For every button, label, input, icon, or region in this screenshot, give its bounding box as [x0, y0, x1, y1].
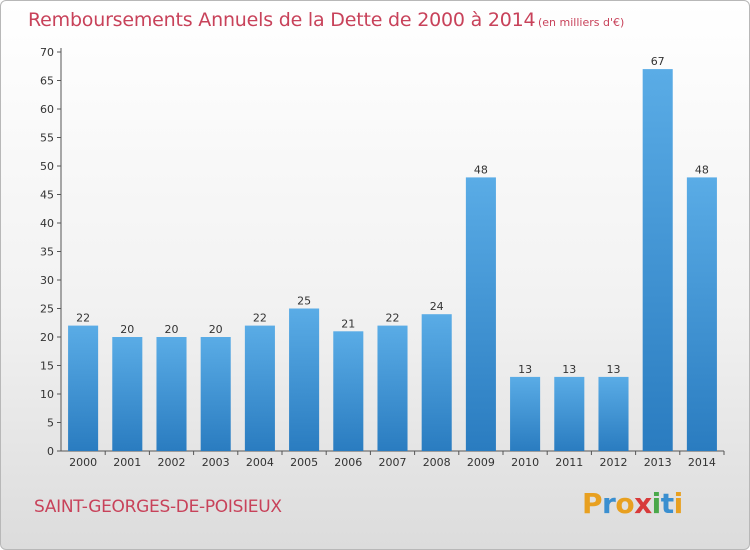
bar — [510, 376, 541, 451]
bar-value-label: 20 — [209, 323, 223, 336]
x-tick-label: 2010 — [511, 456, 539, 469]
bar — [244, 325, 275, 451]
logo-letter: P — [582, 487, 603, 520]
y-tick-label: 30 — [40, 274, 54, 287]
bar — [156, 337, 187, 451]
bar — [686, 177, 717, 451]
y-tick-label: 35 — [40, 246, 54, 259]
bar-value-label: 24 — [430, 300, 444, 313]
logo-letter: r — [602, 487, 616, 520]
y-tick-label: 10 — [40, 388, 54, 401]
y-tick-label: 50 — [40, 160, 54, 173]
logo-letter: o — [615, 487, 635, 520]
logo-letter: i — [651, 487, 662, 520]
x-tick-label: 2000 — [69, 456, 97, 469]
bar — [554, 376, 585, 451]
bar-value-label: 25 — [297, 295, 311, 308]
chart-labels: 22 2000 20 2001 20 2002 20 2003 22 2004 25 2005 21 20… — [69, 55, 716, 469]
chart-subtitle: (en milliers d'€) — [538, 16, 625, 29]
y-tick-label: 20 — [40, 331, 54, 344]
y-tick-label: 45 — [40, 189, 54, 202]
town-name: SAINT-GEORGES-DE-POISIEUX — [34, 497, 282, 517]
bar — [333, 331, 364, 451]
bar — [465, 177, 496, 451]
bar-value-label: 13 — [562, 363, 576, 376]
bar-value-label: 48 — [474, 163, 488, 176]
bar-value-label: 67 — [651, 55, 665, 68]
x-tick-label: 2006 — [334, 456, 362, 469]
bar-value-label: 20 — [120, 323, 134, 336]
proxiti-logo: Proxiti — [582, 487, 683, 520]
bar-value-label: 21 — [341, 317, 355, 330]
x-tick-label: 2009 — [467, 456, 495, 469]
x-tick-label: 2003 — [202, 456, 230, 469]
x-tick-label: 2011 — [555, 456, 583, 469]
x-tick-label: 2008 — [423, 456, 451, 469]
bar-value-label: 22 — [253, 312, 267, 325]
x-tick-label: 2013 — [644, 456, 672, 469]
y-tick-label: 0 — [47, 445, 54, 458]
logo-letter: i — [673, 487, 684, 520]
y-tick-label: 40 — [40, 217, 54, 230]
x-tick-label: 2004 — [246, 456, 274, 469]
bar — [289, 308, 320, 451]
x-tick-label: 2014 — [688, 456, 716, 469]
bar-value-label: 13 — [607, 363, 621, 376]
x-tick-label: 2002 — [158, 456, 186, 469]
logo-letter: x — [634, 487, 652, 520]
chart-bars — [68, 69, 717, 451]
bar-value-label: 13 — [518, 363, 532, 376]
y-tick-label: 15 — [40, 360, 54, 373]
logo-letter: t — [660, 487, 674, 520]
x-tick-label: 2001 — [113, 456, 141, 469]
bar — [421, 314, 452, 451]
y-tick-label: 60 — [40, 103, 54, 116]
bar — [642, 69, 673, 451]
x-tick-label: 2005 — [290, 456, 318, 469]
bar-value-label: 48 — [695, 163, 709, 176]
x-tick-label: 2007 — [379, 456, 407, 469]
y-tick-label: 65 — [40, 75, 54, 88]
y-tick-label: 70 — [40, 46, 54, 59]
chart-title: Remboursements Annuels de la Dette de 20… — [28, 9, 536, 31]
y-tick-label: 5 — [47, 417, 54, 430]
bar-value-label: 22 — [76, 312, 90, 325]
x-tick-label: 2012 — [600, 456, 628, 469]
y-tick-label: 55 — [40, 132, 54, 145]
bar — [598, 376, 629, 451]
y-tick-label: 25 — [40, 303, 54, 316]
bar-value-label: 20 — [165, 323, 179, 336]
bar — [68, 325, 99, 451]
bar — [112, 337, 143, 451]
bar — [377, 325, 408, 451]
bar — [200, 337, 231, 451]
bar-value-label: 22 — [386, 312, 400, 325]
